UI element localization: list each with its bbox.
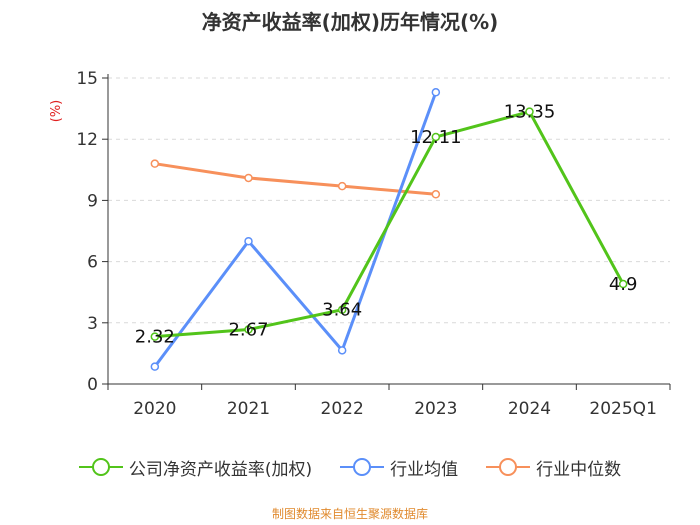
legend-item-1[interactable]: 行业均值: [340, 455, 458, 480]
y-tick-label: 12: [76, 130, 98, 150]
legend-label: 行业均值: [390, 459, 459, 480]
legend-item-2[interactable]: 行业中位数: [486, 455, 621, 480]
data-point-series-0: [337, 305, 347, 314]
legend-label: 行业中位数: [536, 459, 622, 480]
data-label: 4.9: [609, 274, 638, 295]
series-line-0: [154, 110, 625, 339]
x-tick-label: 2024: [508, 399, 551, 419]
x-tick-label: 2023: [414, 399, 457, 419]
data-label: 3.64: [322, 300, 362, 321]
data-point-series-0: [525, 107, 534, 116]
data-point-series-2: [150, 159, 160, 168]
chart-legend: 公司净资产收益率(加权) 行业均值 行业中位数: [0, 452, 700, 482]
data-point-series-1: [244, 236, 253, 246]
y-tick-label: 3: [87, 314, 98, 334]
data-point-series-2: [337, 181, 347, 191]
legend-line-circle-icon: [486, 458, 531, 476]
data-point-series-1: [150, 362, 160, 371]
y-tick-label: 0: [87, 375, 98, 395]
data-label: 13.35: [504, 102, 556, 123]
legend-item-0[interactable]: 公司净资产收益率(加权): [78, 455, 313, 480]
series-line-1: [153, 91, 438, 368]
y-tick-label: 9: [87, 191, 98, 211]
data-label: 2.32: [135, 327, 175, 348]
data-point-series-2: [244, 173, 253, 183]
roe-line-chart: 0 3 6 9 12 15 (%) 2020 2021 2022 2023 2024 2025Q1 2.3…: [49, 69, 671, 419]
data-point-series-1: [431, 88, 441, 97]
legend-line-circle-icon: [340, 458, 385, 476]
chart-title: 净资产收益率(加权)历年情况(%): [201, 10, 499, 34]
data-point-series-0: [618, 279, 628, 289]
data-point-series-0: [150, 332, 160, 341]
data-label: 2.67: [228, 320, 268, 341]
y-axis-label: (%): [49, 100, 64, 123]
legend-line-circle-icon: [78, 458, 123, 476]
x-tick-label: 2021: [227, 399, 270, 419]
x-tick-label: 2025Q1: [589, 399, 656, 419]
data-point-series-0: [431, 132, 441, 142]
legend-label: 公司净资产收益率(加权): [128, 459, 313, 480]
data-point-series-0: [244, 325, 253, 334]
x-tick-label: 2020: [133, 399, 176, 419]
data-label: 12.11: [410, 127, 462, 148]
y-tick-label: 6: [87, 253, 98, 273]
y-tick-label: 15: [76, 69, 98, 89]
x-tick-label: 2022: [321, 399, 364, 419]
data-source-note: 制图数据来自恒生聚源数据库: [271, 507, 428, 521]
data-point-series-1: [337, 346, 347, 355]
series-line-2: [154, 162, 436, 196]
data-point-series-2: [431, 190, 441, 199]
